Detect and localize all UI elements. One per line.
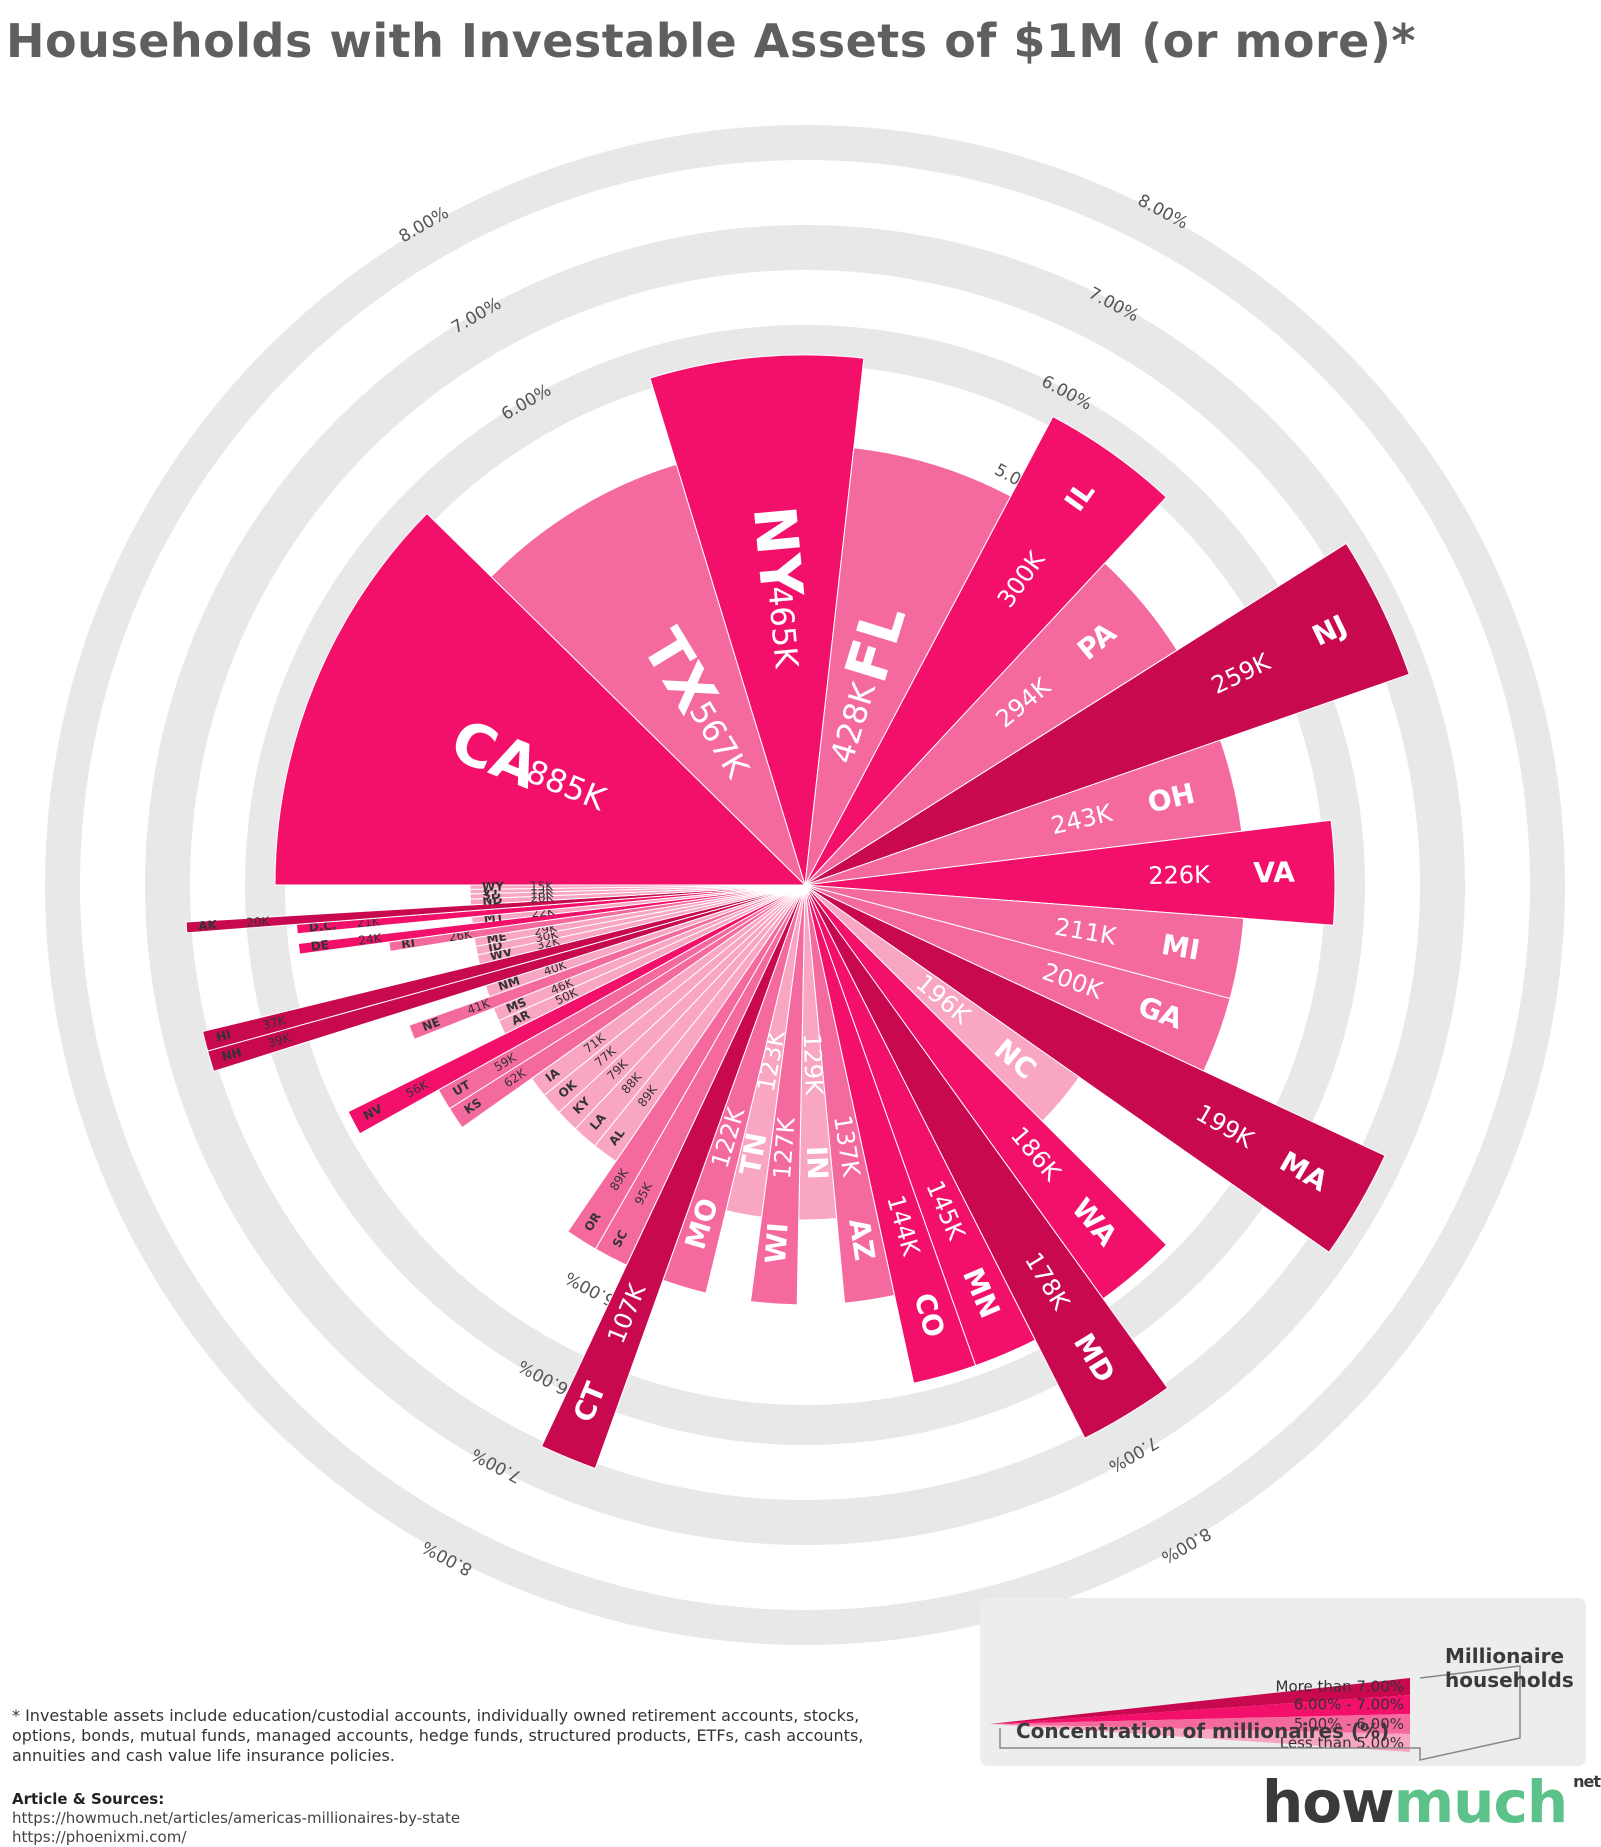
legend-band-label: More than 7.00% [1276,1678,1404,1696]
legend-band-mid-high [990,1695,1410,1724]
sources: Article & Sources: https://howmuch.net/a… [12,1790,712,1847]
radial-chart: 6.00%7.00%8.00%5.00%6.00%7.00%8.00%5.00%… [45,125,1565,1645]
state-label: NH [220,1045,243,1064]
legend-side-title-line1: Millionaire [1445,1644,1565,1668]
state-label: VA [1253,856,1296,890]
value-label: 15K [530,879,554,893]
legend-side-title-line2: households [1445,1668,1574,1692]
logo-net: net [1573,1772,1601,1791]
bar-co [804,884,977,1384]
legend-side-title: Millionaire households [1445,1644,1585,1692]
sources-heading: Article & Sources: [12,1790,165,1808]
bar-hi [201,884,806,1052]
legend-band-mid [990,1714,1410,1734]
chart-title: Households with Investable Assets of $1M… [6,14,1416,68]
legend-band-low [990,1724,1410,1752]
legend-band-high [990,1678,1410,1724]
logo-how: how [1262,1768,1395,1836]
bar-ma [804,884,1386,1253]
state-label: NY [740,503,816,600]
state-label: WY [482,879,504,893]
state-label: NE [420,1015,442,1035]
howmuch-logo[interactable]: howmuch net [1262,1768,1601,1836]
legend-bottom-title: Concentration of millionaires (%) [1016,1719,1390,1743]
bar-or [567,884,806,1250]
bar-nj [804,542,1410,886]
bar-md [804,884,1169,1439]
bar-wy [469,884,806,890]
bar-ak [185,884,806,934]
state-label: DE [310,938,330,954]
legend-panel: More than 7.00% 6.00% - 7.00% 5.00% - 6.00… [980,1598,1586,1766]
state-label: AZ [842,1216,881,1263]
footnote: * Investable assets include education/cu… [12,1706,864,1765]
legend-band-label: 5.00% - 6.00% [1294,1715,1404,1733]
value-label: 129K [798,1033,828,1097]
legend-wedge: More than 7.00%6.00% - 7.00%5.00% - 6.00… [990,1665,1521,1761]
bar-ct [540,884,806,1470]
bar-az [804,884,896,1304]
legend-frame [999,1665,1521,1761]
source-link-phoenix[interactable]: https://phoenixmi.com/ [12,1828,187,1846]
state-label: MI [1159,928,1202,967]
bar-ca [274,512,807,886]
bar-va [804,819,1336,926]
state-label: HI [215,1027,233,1044]
bar-il [804,415,1167,886]
state-label: AK [198,918,218,933]
value-label: 37K [261,1013,288,1033]
state-label: WI [759,1221,795,1265]
logo-much: much [1393,1768,1568,1836]
source-link-article[interactable]: https://howmuch.net/articles/americas-mi… [12,1809,461,1827]
value-label: 39K [266,1030,293,1050]
bar-ne [408,884,806,1041]
bar-nv [347,884,806,1135]
bar-tx [490,463,806,886]
value-label: 20K [246,914,271,930]
bar-fl [804,447,1012,886]
state-label: IN [800,1145,834,1180]
value-label: 465K [760,584,806,670]
bar-de [297,884,806,955]
bar-ny [649,354,865,886]
legend-band-label: 6.00% - 7.00% [1294,1696,1404,1714]
value-label: 24K [358,931,384,948]
value-label: 226K [1148,861,1211,890]
